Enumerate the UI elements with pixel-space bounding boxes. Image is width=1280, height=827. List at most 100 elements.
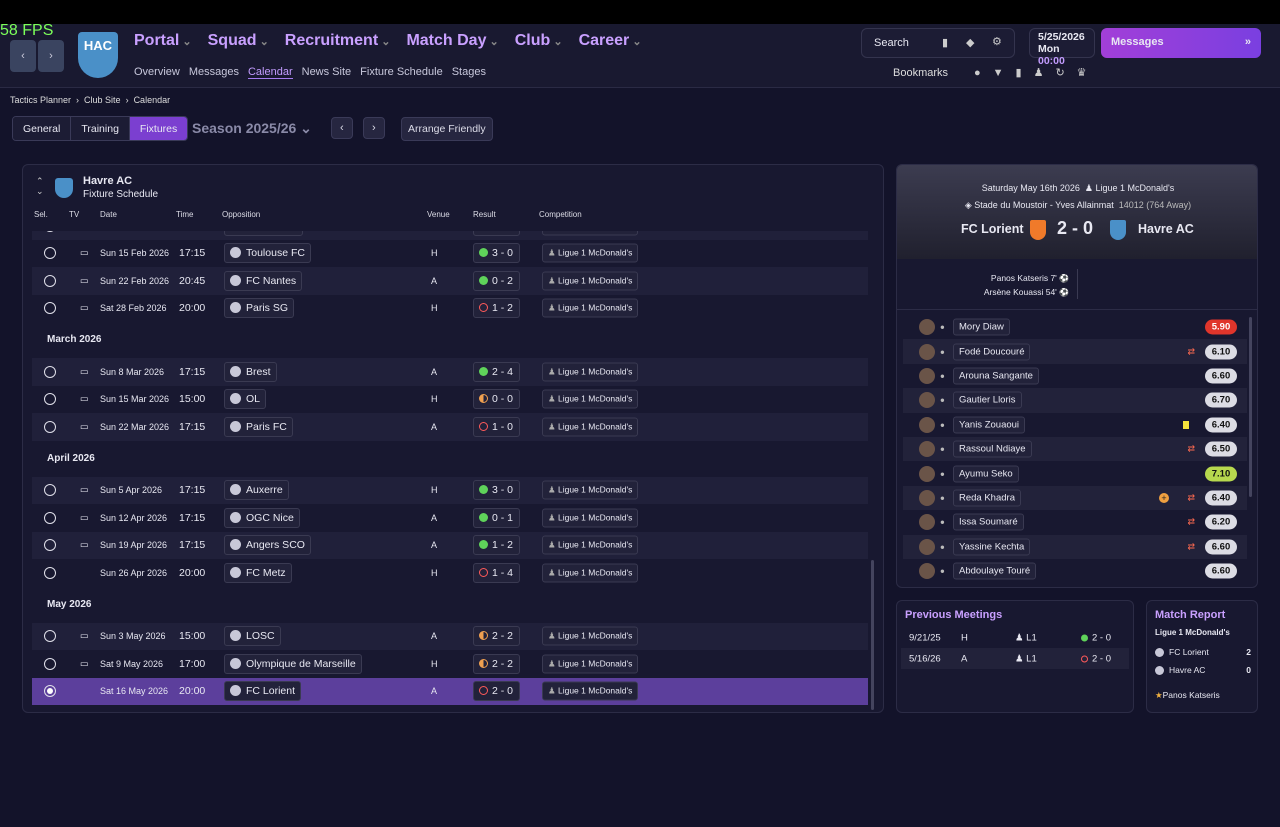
player-row[interactable]: ● Ayumu Seko 7.10 [903, 461, 1247, 485]
fixture-row[interactable]: ▭ Sun 22 Mar 2026 17:15 Paris FC A 1 - 0 ♟ Lig… [32, 413, 868, 441]
select-radio[interactable] [44, 539, 56, 552]
fixture-row[interactable]: Sat 16 May 2026 20:00 FC Lorient A 2 - 0 ♟ Li… [32, 677, 868, 705]
nav-item[interactable]: Match Day ⌄ [406, 32, 498, 50]
season-select[interactable]: Season 2025/26 ⌄ [192, 120, 312, 136]
player-row[interactable]: ● Arouna Sangante 6.60 [903, 364, 1247, 388]
quick-icons: ●▼▮♟↻♛ [974, 67, 1099, 79]
settings-icon[interactable]: ⚙ [992, 36, 1002, 48]
select-radio[interactable] [44, 566, 56, 579]
player-row[interactable]: ● Issa Soumaré ⇄ 6.20 [903, 510, 1247, 534]
subnav-item[interactable]: Overview [134, 66, 180, 78]
nav-item[interactable]: Recruitment ⌄ [285, 32, 391, 50]
select-radio[interactable] [44, 657, 56, 670]
crumb[interactable]: Tactics Planner [10, 95, 72, 105]
select-radio[interactable] [44, 393, 56, 406]
opposition[interactable]: Brest [224, 361, 277, 382]
back-button[interactable]: ‹ [10, 40, 36, 72]
crumb[interactable]: Calendar [133, 95, 171, 105]
opposition[interactable]: OL [224, 389, 267, 410]
meeting-row[interactable]: 5/16/26 A ♟ L1 2 - 0 [901, 648, 1129, 669]
venue: A [431, 275, 438, 286]
opposition[interactable]: OGC Nice [224, 507, 300, 528]
match-report[interactable]: Match Report Ligue 1 McDonald's FC Lorie… [1146, 600, 1258, 713]
opposition[interactable]: LOSC [224, 626, 281, 647]
opposition[interactable]: Auxerre [224, 480, 289, 501]
select-radio[interactable] [44, 231, 56, 232]
select-radio[interactable] [44, 685, 56, 698]
tab[interactable]: Fixtures [128, 117, 188, 140]
forward-button[interactable]: › [38, 40, 64, 72]
opposition-name: OGC Nice [246, 511, 294, 524]
fixture-row[interactable]: Sun 26 Apr 2026 20:00 FC Metz H 1 - 4 ♟ Ligue… [32, 559, 868, 587]
fixture-row[interactable]: ▭ Sun 8 Mar 2026 17:15 Brest A 2 - 4 ♟ Ligue 1… [32, 358, 868, 386]
meeting-row[interactable]: 9/21/25 H ♟ L1 2 - 0 [901, 627, 1129, 648]
fixture-row[interactable]: ▭ Sat 28 Feb 2026 20:00 Paris SG H 1 - 2 ♟ Lig… [32, 295, 868, 323]
opposition[interactable]: Paris SG [224, 298, 295, 319]
fixture-row[interactable]: ▭ Sun 15 Mar 2026 15:00 OL H 0 - 0 ♟ Ligue 1 M… [32, 386, 868, 414]
opposition[interactable]: Angers SCO [224, 535, 311, 556]
venue: A [431, 686, 438, 697]
player-row[interactable]: ● Reda Khadra ⇄ +6.40 [903, 485, 1247, 511]
subnav-item[interactable]: Calendar [247, 66, 293, 79]
player-row[interactable]: ● Abdoulaye Touré 6.60 [903, 559, 1247, 583]
player-row[interactable]: ● Fodé Doucouré ⇄ 6.10 [903, 339, 1247, 364]
arrange-friendly[interactable]: Arrange Friendly [401, 117, 493, 141]
fixture-row[interactable]: ▭ Sun 3 May 2026 15:00 LOSC A 2 - 2 ♟ Ligue 1 … [32, 622, 868, 650]
fixture-row[interactable]: ▭ Sun 12 Apr 2026 17:15 OGC Nice A 0 - 1 ♟ Lig… [32, 504, 868, 532]
opposition[interactable]: FC Metz [224, 562, 292, 583]
fixture-row[interactable]: ▭ Sun 15 Feb 2026 17:15 Toulouse FC H 3 - 0 ♟ … [32, 240, 868, 268]
select-radio[interactable] [44, 274, 56, 287]
player-row[interactable]: ● Yassine Kechta ⇄ 6.60 [903, 534, 1247, 559]
select-radio[interactable] [44, 420, 56, 433]
select-radio[interactable] [44, 630, 56, 643]
subnav-item[interactable]: Messages [188, 66, 239, 78]
club-icon[interactable]: ◆ [966, 37, 975, 49]
competition: ♟ Ligue 1 McDonald's [542, 654, 639, 674]
club-badge[interactable]: HAC [78, 32, 118, 78]
subnav-item[interactable]: Stages [451, 66, 486, 78]
bookmarks[interactable]: Bookmarks [893, 67, 949, 79]
opposition[interactable]: FC Nantes [224, 270, 303, 291]
select-radio[interactable] [44, 484, 56, 497]
nav-item[interactable]: Portal ⌄ [134, 32, 192, 50]
player-row[interactable]: ● Rassoul Ndiaye ⇄ 6.50 [903, 436, 1247, 462]
fixture-row[interactable]: ▭ Sun 5 Apr 2026 17:15 Auxerre H 3 - 0 ♟ Ligue… [32, 476, 868, 504]
crest [230, 393, 241, 405]
nav-item[interactable]: Club ⌄ [515, 32, 563, 50]
date-box[interactable]: 5/25/2026 Mon 00:00 [1029, 28, 1095, 67]
opposition[interactable]: FC Lorient [224, 681, 302, 702]
player-row[interactable]: ● Gautier Lloris 6.70 [903, 388, 1247, 413]
subnav-item[interactable]: Fixture Schedule [360, 66, 443, 78]
tab[interactable]: General [13, 117, 71, 140]
messages-button[interactable]: Messages » [1101, 28, 1261, 58]
fixture-row[interactable]: ▭ Sat 9 May 2026 17:00 Olympique de Marseil… [32, 650, 868, 678]
tab[interactable]: Training [70, 117, 129, 140]
player-row[interactable]: ● Yanis Zouaoui 6.40 [903, 413, 1247, 437]
collapse-toggle[interactable]: ⌃ ⌄ [36, 176, 44, 196]
separator: › [125, 95, 129, 105]
player-name: Yanis Zouaoui [953, 416, 1026, 434]
prev-season[interactable]: ‹ [331, 117, 353, 139]
opposition[interactable]: Paris FC [224, 416, 293, 437]
select-radio[interactable] [44, 247, 56, 260]
next-season[interactable]: › [363, 117, 385, 139]
opposition[interactable]: Strasbourg [224, 231, 304, 236]
opposition[interactable]: Toulouse FC [224, 243, 311, 264]
select-radio[interactable] [44, 511, 56, 524]
fixture-row[interactable]: ▭ Sun 22 Feb 2026 20:45 FC Nantes A 0 - 2 ♟ Li… [32, 267, 868, 295]
venue: A [431, 512, 438, 523]
bookmark-icon[interactable]: ▮ [942, 37, 949, 49]
subnav-item[interactable]: News Site [301, 66, 352, 78]
search-button[interactable]: Search [874, 37, 909, 49]
select-radio[interactable] [44, 302, 56, 315]
nav-item[interactable]: Career ⌄ [579, 32, 642, 50]
opposition[interactable]: Olympique de Marseille [224, 653, 362, 674]
fixture-row[interactable]: ▭ Sun 19 Apr 2026 17:15 Angers SCO A 1 - 2 ♟ L… [32, 531, 868, 559]
opposition-name: FC Lorient [246, 685, 296, 698]
player-row[interactable]: ● Mory Diaw 5.90 [903, 315, 1247, 339]
nav-item[interactable]: Squad ⌄ [208, 32, 269, 50]
select-radio[interactable] [44, 365, 56, 378]
crumb[interactable]: Club Site [84, 95, 121, 105]
divider [1077, 269, 1078, 299]
